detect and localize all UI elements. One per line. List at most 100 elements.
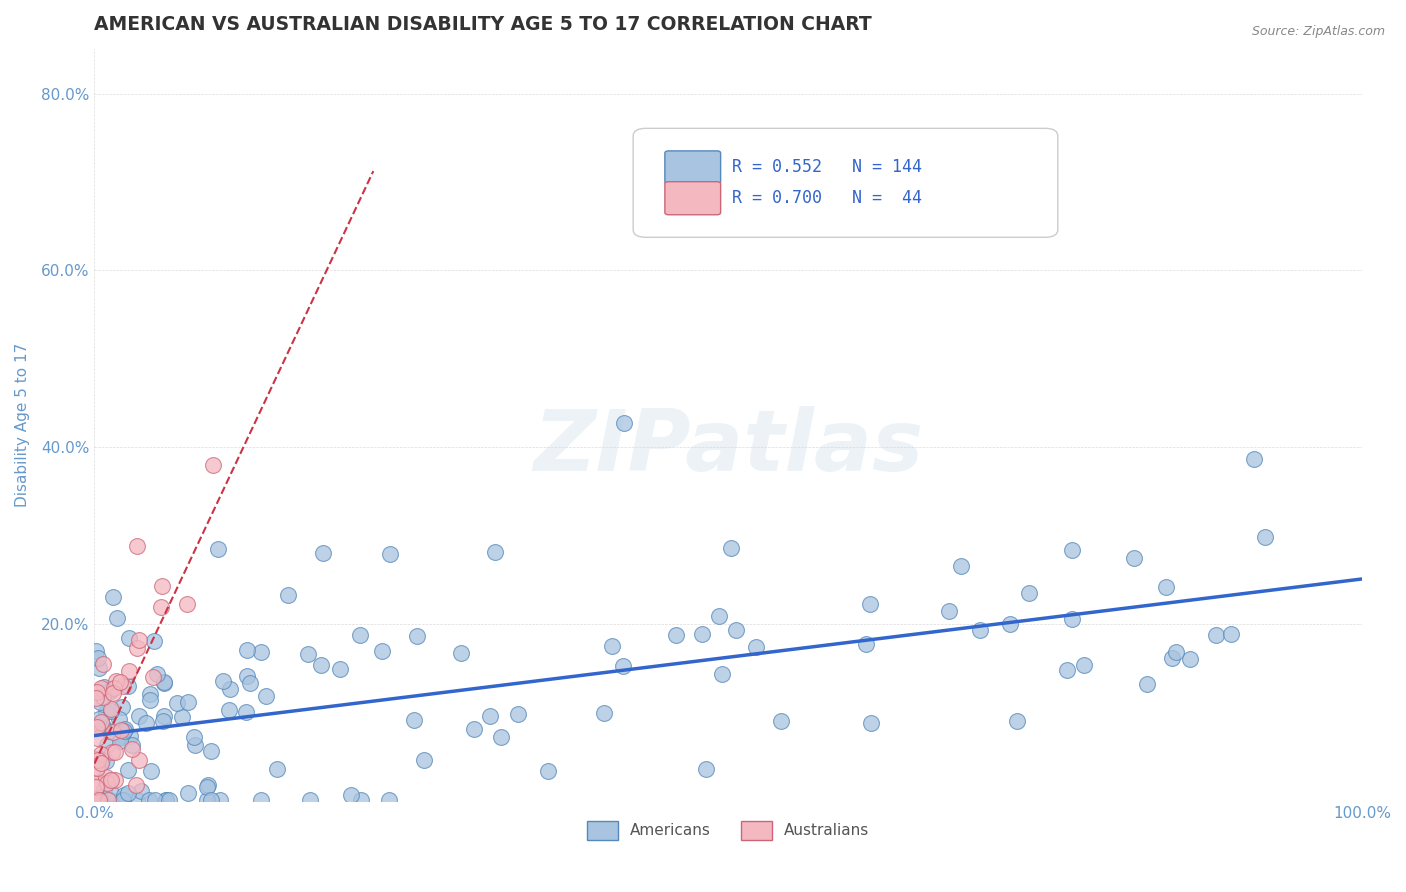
Point [613,416,636,430]
Point [720,541,742,555]
Point [98,773,121,788]
Point [413,753,436,767]
Point [157,793,180,807]
Point [309,657,332,672]
Point [112,788,135,802]
Point [1166,645,1188,659]
Point [200,744,222,758]
Point [100,681,122,696]
Point [150,600,173,615]
Point [118,664,141,678]
Point [690,627,713,641]
Point [96,776,118,790]
Point [177,786,200,800]
Point [84,752,107,766]
Point [1178,651,1201,665]
FancyBboxPatch shape [633,128,1057,237]
Point [249,645,271,659]
Point [89,747,111,762]
Point [146,666,169,681]
Point [859,597,882,611]
Point [143,793,166,807]
Point [125,778,148,792]
Point [117,679,139,693]
Point [89,793,111,807]
Point [1062,542,1084,557]
Point [153,676,176,690]
Point [152,714,174,728]
Point [84,763,107,777]
Point [110,723,132,738]
Point [90,756,112,770]
Point [1123,550,1146,565]
Point [111,679,134,693]
Point [266,762,288,776]
Point [87,650,110,665]
Point [152,674,174,689]
Point [139,693,162,707]
Point [97,793,120,807]
Point [84,644,107,658]
Point [1000,617,1022,632]
Point [709,609,731,624]
Point [479,709,502,723]
Point [201,458,224,472]
Point [1154,580,1177,594]
Point [96,739,118,753]
Point [93,781,115,796]
Point [96,793,118,807]
Point [138,793,160,807]
Point [155,793,177,807]
Text: R = 0.552   N = 144: R = 0.552 N = 144 [733,159,922,177]
Point [695,762,717,776]
Legend: Americans, Australians: Americans, Australians [581,815,876,846]
Point [100,772,122,787]
Point [86,685,108,699]
Point [104,772,127,787]
Point [207,541,229,556]
Point [93,657,115,671]
Text: R = 0.700   N =  44: R = 0.700 N = 44 [733,189,922,207]
Point [100,745,122,759]
Point [238,676,260,690]
Point [84,780,107,794]
Point [94,754,117,768]
Point [770,714,793,728]
Point [103,724,125,739]
Point [104,745,127,759]
Point [195,793,218,807]
Point [209,793,232,807]
Point [855,637,877,651]
Point [91,717,114,731]
Point [108,733,131,747]
Point [235,705,257,719]
Point [103,681,125,695]
Text: ZIPatlas: ZIPatlas [533,406,924,489]
Point [166,696,188,710]
Point [98,683,121,698]
Point [219,681,242,696]
Point [86,761,108,775]
Point [84,793,107,807]
Point [1220,626,1243,640]
Point [105,611,128,625]
Point [86,720,108,734]
FancyBboxPatch shape [665,182,721,215]
Point [125,640,148,655]
Point [1136,677,1159,691]
Point [128,753,150,767]
Point [128,632,150,647]
Point [96,770,118,784]
Point [117,786,139,800]
Point [340,788,363,802]
Point [110,793,132,807]
Point [91,690,114,704]
Point [724,623,747,637]
Point [135,715,157,730]
Point [89,696,111,710]
Point [141,670,163,684]
Point [120,729,142,743]
Point [250,793,273,807]
Point [349,627,371,641]
Point [98,793,121,807]
